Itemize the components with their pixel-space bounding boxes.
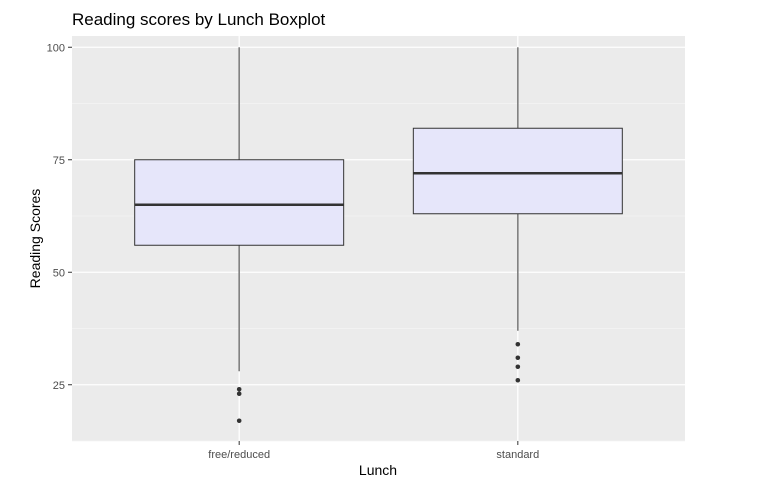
x-axis-title: Lunch xyxy=(359,462,397,478)
y-axis-title: Reading Scores xyxy=(27,189,43,289)
box-free-reduced xyxy=(134,47,345,424)
iqr-box xyxy=(134,159,345,246)
box-series xyxy=(134,47,623,424)
x-axis: free/reduced standard xyxy=(208,441,539,461)
y-tick-label: 100 xyxy=(47,42,65,54)
outlier-point xyxy=(236,386,242,392)
y-axis: 25 50 75 100 xyxy=(47,42,72,392)
outlier-point xyxy=(515,355,521,361)
x-tick-label: standard xyxy=(496,449,539,461)
x-tick-label: free/reduced xyxy=(208,449,270,461)
y-tick-label: 75 xyxy=(53,155,65,167)
outlier-point xyxy=(515,364,521,370)
y-tick-label: 50 xyxy=(53,267,65,279)
box-standard xyxy=(412,47,623,383)
outlier-point xyxy=(515,377,521,383)
outlier-point xyxy=(236,391,242,397)
iqr-box xyxy=(412,127,623,215)
chart-title: Reading scores by Lunch Boxplot xyxy=(72,10,326,29)
y-tick-label: 25 xyxy=(53,380,65,392)
outlier-point xyxy=(515,341,521,347)
outlier-point xyxy=(236,418,242,424)
